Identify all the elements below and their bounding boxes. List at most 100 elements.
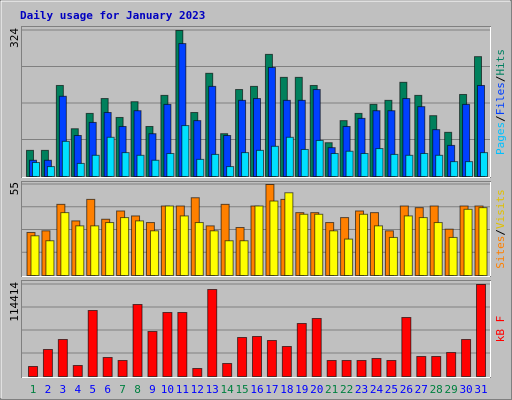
x-tick-label: 18 (280, 383, 293, 396)
x-tick-label: 7 (119, 383, 126, 396)
bar (239, 240, 249, 276)
bar (461, 338, 472, 377)
bar (57, 338, 68, 377)
bar (420, 153, 429, 178)
bar (147, 330, 158, 377)
right-axis-label: Sites/Visits (494, 189, 507, 269)
bar (28, 366, 38, 377)
bar (388, 236, 398, 276)
x-tick-label: 25 (385, 383, 398, 396)
bar (256, 149, 264, 177)
bar (224, 240, 234, 276)
bar (87, 309, 98, 378)
y-tick-label: 55 (8, 182, 21, 195)
bar (299, 213, 309, 276)
x-tick-label: 17 (265, 383, 278, 396)
bar (222, 363, 233, 377)
bar (135, 220, 145, 276)
legend-entry: Pages (494, 122, 507, 155)
bar (330, 153, 339, 178)
bar (405, 154, 414, 177)
bar (296, 323, 307, 378)
bar (465, 161, 474, 177)
x-tick-label: 10 (161, 383, 174, 396)
legend-entry: kB F (494, 316, 507, 343)
bar (117, 360, 128, 377)
x-tick-label: 16 (250, 383, 263, 396)
bar (45, 240, 55, 276)
x-tick-label: 22 (340, 383, 353, 396)
bar (209, 230, 219, 276)
x-tick-label: 9 (149, 383, 156, 396)
bar (192, 368, 203, 377)
bar (433, 222, 443, 277)
legend-entry: Sites (494, 236, 507, 269)
bar (151, 159, 160, 177)
bar (285, 136, 294, 177)
bar (281, 345, 292, 378)
bar (284, 192, 294, 276)
bar (46, 166, 55, 178)
bar (416, 355, 427, 378)
bar (418, 217, 428, 277)
bar (360, 153, 369, 178)
bar (120, 217, 130, 277)
x-tick-label: 6 (104, 383, 111, 396)
x-tick-label: 19 (295, 383, 308, 396)
x-tick-label: 28 (430, 383, 443, 396)
bar (42, 348, 53, 377)
y-tick-label: 324 (8, 28, 21, 48)
bar (341, 360, 352, 377)
bar (196, 158, 205, 177)
bar (344, 238, 354, 277)
bar (403, 215, 413, 277)
bar (329, 230, 339, 276)
bar (476, 284, 486, 377)
bar (237, 336, 248, 377)
bar (359, 213, 369, 276)
x-tick-label: 23 (355, 383, 368, 396)
x-tick-label: 21 (325, 383, 338, 396)
legend-entry: / (494, 76, 507, 83)
x-tick-label: 5 (89, 383, 96, 396)
right-axis-label: Pages/Files/Hits (494, 49, 507, 155)
legend-entry: Visits (494, 189, 507, 229)
bar (266, 339, 277, 377)
bar (132, 304, 143, 377)
bar (136, 154, 145, 177)
bar (463, 208, 473, 276)
bar (356, 360, 367, 377)
bar (106, 136, 115, 177)
chart-title: Daily usage for January 2023 (20, 9, 205, 22)
bar (386, 360, 397, 377)
bar (314, 213, 324, 276)
bar (254, 205, 264, 276)
bar (181, 125, 190, 177)
bar (252, 336, 262, 378)
bar (431, 355, 442, 378)
bar (226, 166, 235, 178)
bar (311, 317, 322, 378)
bar (30, 235, 40, 276)
x-tick-label: 29 (445, 383, 458, 396)
bar (480, 152, 488, 177)
bar (121, 152, 130, 177)
x-tick-label: 30 (459, 383, 472, 396)
bar (72, 364, 83, 377)
bar (270, 145, 279, 177)
x-tick-label: 8 (134, 383, 141, 396)
bar (75, 225, 85, 276)
x-tick-label: 31 (474, 383, 487, 396)
legend-entry: Files (494, 82, 507, 115)
right-axis-label: kB F (494, 316, 507, 343)
bar (448, 236, 458, 276)
bar (375, 148, 384, 177)
bar (269, 200, 279, 276)
bar (211, 153, 220, 177)
x-tick-label: 20 (310, 383, 323, 396)
y-tick-label: 114414 (8, 282, 21, 322)
x-tick-label: 27 (415, 383, 428, 396)
bar (371, 358, 382, 377)
x-tick-label: 3 (60, 383, 67, 396)
